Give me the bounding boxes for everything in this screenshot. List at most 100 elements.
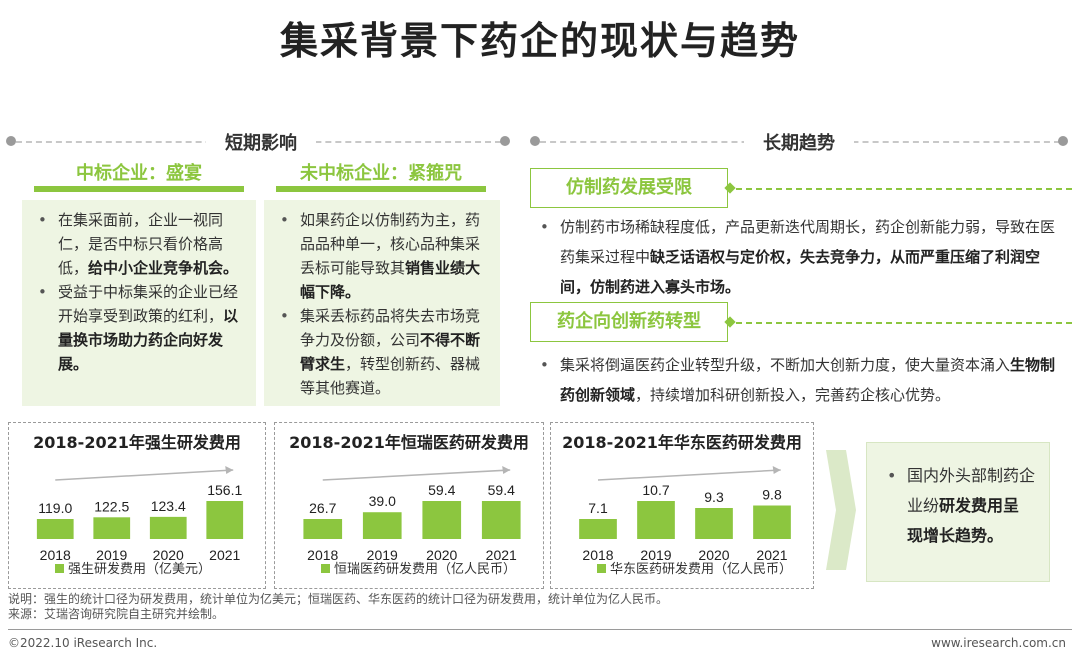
section-dot <box>500 136 510 146</box>
bar <box>206 501 244 539</box>
bold-text: 生物制药创新领域 <box>560 356 1056 404</box>
data-label: 59.4 <box>488 482 515 498</box>
trend-arrow-head <box>502 466 511 474</box>
tick-label: 2020 <box>426 547 457 563</box>
bold-text: 不得不断臂求生 <box>300 331 481 373</box>
losing-bullets: 如果药企以仿制药为主，药品品种单一，核心品种集采丢标可能导致其销售业绩大幅下降。… <box>274 208 490 400</box>
trend-arrow-head <box>772 466 781 474</box>
winning-box: 在集采面前，企业一视同仁，是否中标只看价格高低，给中小企业竞争机会。受益于中标集… <box>22 200 256 406</box>
data-label: 39.0 <box>369 493 396 509</box>
data-label: 123.4 <box>151 498 186 514</box>
trend-arrow-head <box>225 466 234 474</box>
note-explanation: 说明：强生的统计口径为研发费用，统计单位为亿美元；恒瑞医药、华东医药的统计口径为… <box>8 592 669 606</box>
chart-svg: 7.1 2018 10.7 2019 9.3 2020 9.8 2021华东医药研发费用（亿人… <box>579 466 792 577</box>
bullet-item: 受益于中标集采的企业已经开始享受到政策的红利，以量换市场助力药企向好发展。 <box>32 280 246 376</box>
text-segment: ，转型创新药、器械等其他赛道。 <box>300 355 481 397</box>
bar <box>93 517 131 539</box>
trend-arrow-line <box>322 469 511 481</box>
section-dot <box>6 136 16 146</box>
text-segment: ，持续增加科研创新投入，完善药企核心优势。 <box>635 386 951 404</box>
tick-label: 2018 <box>40 547 71 563</box>
bullet-item: 国内外头部制药企业纷研发费用呈现增长趋势。 <box>881 461 1035 551</box>
legend-swatch <box>55 564 64 573</box>
bar <box>579 519 617 539</box>
chart-jnj: 2018-2021年强生研发费用 119.0 2018 122.5 2019 123.4… <box>8 422 266 589</box>
bold-text: 以量换市场助力药企向好发展。 <box>58 307 239 373</box>
notes: 说明：强生的统计口径为研发费用，统计单位为亿美元；恒瑞医药、华东医药的统计口径为… <box>8 592 668 622</box>
tick-label: 2021 <box>756 547 787 563</box>
bar <box>481 501 521 539</box>
short-term-heading: 短期影响 <box>206 129 316 155</box>
text-segment: 仿制药市场稀缺程度低，产品更新迭代周期长，药企创新能力弱，导致在医药集采过程中 <box>560 218 1056 266</box>
text-segment: 集采将倒逼医药企业转型升级，不断加大创新力度，使大量资本涌入 <box>560 356 1011 374</box>
losing-underline <box>276 186 486 192</box>
trend-arrow-line <box>55 469 234 481</box>
trend-divider <box>736 188 1072 190</box>
bar <box>422 501 462 539</box>
text-segment: 如果药企以仿制药为主，药品品种单一，核心品种集采丢标可能导致其 <box>300 211 481 277</box>
chart-title: 2018-2021年恒瑞医药研发费用 <box>289 433 529 452</box>
legend-swatch <box>597 564 606 573</box>
note-source: 来源：艾瑞咨询研究院自主研究并绘制。 <box>8 607 225 621</box>
chart-title: 2018-2021年华东医药研发费用 <box>562 433 802 452</box>
footer-copyright: ©2022.10 iResearch Inc. <box>8 636 158 650</box>
data-label: 59.4 <box>428 482 455 498</box>
data-label: 10.7 <box>642 482 669 498</box>
footer-url: www.iresearch.com.cn <box>931 636 1066 650</box>
trend-label-innovation: 药企向创新药转型 <box>530 302 728 342</box>
data-label: 122.5 <box>94 498 129 514</box>
text-segment: 在集采面前，企业一视同仁，是否中标只看价格高低， <box>58 211 224 277</box>
bullet-item: 如果药企以仿制药为主，药品品种单一，核心品种集采丢标可能导致其销售业绩大幅下降。 <box>274 208 490 304</box>
losing-box: 如果药企以仿制药为主，药品品种单一，核心品种集采丢标可能导致其销售业绩大幅下降。… <box>264 200 500 406</box>
tick-label: 2021 <box>209 547 240 563</box>
text-segment: 受益于中标集采的企业已经开始享受到政策的红利， <box>58 283 239 325</box>
bar <box>695 508 733 539</box>
chart-svg: 26.7 2018 39.0 2019 59.4 2020 59.4 2021恒瑞医药研发费用… <box>303 466 521 577</box>
legend-swatch <box>321 564 330 573</box>
data-label: 119.0 <box>38 500 72 516</box>
arrow-right-icon <box>826 450 856 570</box>
winning-title: 中标企业：盛宴 <box>76 163 202 184</box>
tick-label: 2019 <box>640 547 671 563</box>
footer-divider <box>8 629 1072 630</box>
data-label: 9.3 <box>704 489 724 505</box>
chart-svg: 119.0 2018 122.5 2019 123.4 2020 156.1 2021强生研发… <box>36 466 244 577</box>
bar <box>36 519 74 539</box>
tick-label: 2018 <box>307 547 338 563</box>
legend-label: 强生研发费用（亿美元） <box>68 561 211 577</box>
trend-text-innovation: 集采将倒逼医药企业转型升级，不断加大创新力度，使大量资本涌入生物制药创新领域，持… <box>534 350 1062 410</box>
trend-label-generic: 仿制药发展受限 <box>530 168 728 208</box>
tick-label: 2019 <box>367 547 398 563</box>
legend-label: 恒瑞医药研发费用（亿人民币） <box>334 561 516 577</box>
tick-label: 2020 <box>698 547 729 563</box>
bold-text: 给中小企业竞争机会。 <box>88 259 239 277</box>
winning-underline <box>34 186 244 192</box>
bold-text: 缺乏话语权与定价权，失去竞争力，从而严重压缩了利润空间，仿制药进入寡头市场。 <box>560 248 1041 296</box>
bar <box>149 516 187 539</box>
losing-title: 未中标企业：紧箍咒 <box>300 163 462 184</box>
bold-text: 研发费用呈现增长趋势。 <box>907 496 1020 545</box>
text-segment: 集采丢标药品将失去市场竞争力及份额，公司 <box>300 307 481 349</box>
summary-box: 国内外头部制药企业纷研发费用呈现增长趋势。 <box>866 442 1050 582</box>
chart-title: 2018-2021年强生研发费用 <box>33 433 241 452</box>
bar <box>362 512 402 539</box>
tick-label: 2021 <box>486 547 517 563</box>
chart-huadong: 2018-2021年华东医药研发费用 7.1 2018 10.7 2019 9.3 202… <box>550 422 814 589</box>
section-dot <box>1058 136 1068 146</box>
legend-label: 华东医药研发费用（亿人民币） <box>610 561 792 577</box>
trend-divider <box>736 322 1072 324</box>
bullet-item: 仿制药市场稀缺程度低，产品更新迭代周期长，药企创新能力弱，导致在医药集采过程中缺… <box>534 212 1062 302</box>
page-title: 集采背景下药企的现状与趋势 <box>279 19 800 63</box>
text-segment: 国内外头部制药企业纷 <box>907 466 1036 515</box>
trend-text-generic: 仿制药市场稀缺程度低，产品更新迭代周期长，药企创新能力弱，导致在医药集采过程中缺… <box>534 212 1062 302</box>
trend-arrow-line <box>597 469 781 481</box>
bar <box>637 501 675 539</box>
bullet-item: 在集采面前，企业一视同仁，是否中标只看价格高低，给中小企业竞争机会。 <box>32 208 246 280</box>
tick-label: 2019 <box>96 547 127 563</box>
data-label: 9.8 <box>762 487 782 503</box>
bullet-item: 集采将倒逼医药企业转型升级，不断加大创新力度，使大量资本涌入生物制药创新领域，持… <box>534 350 1062 410</box>
winning-bullets: 在集采面前，企业一视同仁，是否中标只看价格高低，给中小企业竞争机会。受益于中标集… <box>32 208 246 376</box>
tick-label: 2020 <box>153 547 184 563</box>
data-label: 26.7 <box>309 500 336 516</box>
section-dot <box>530 136 540 146</box>
